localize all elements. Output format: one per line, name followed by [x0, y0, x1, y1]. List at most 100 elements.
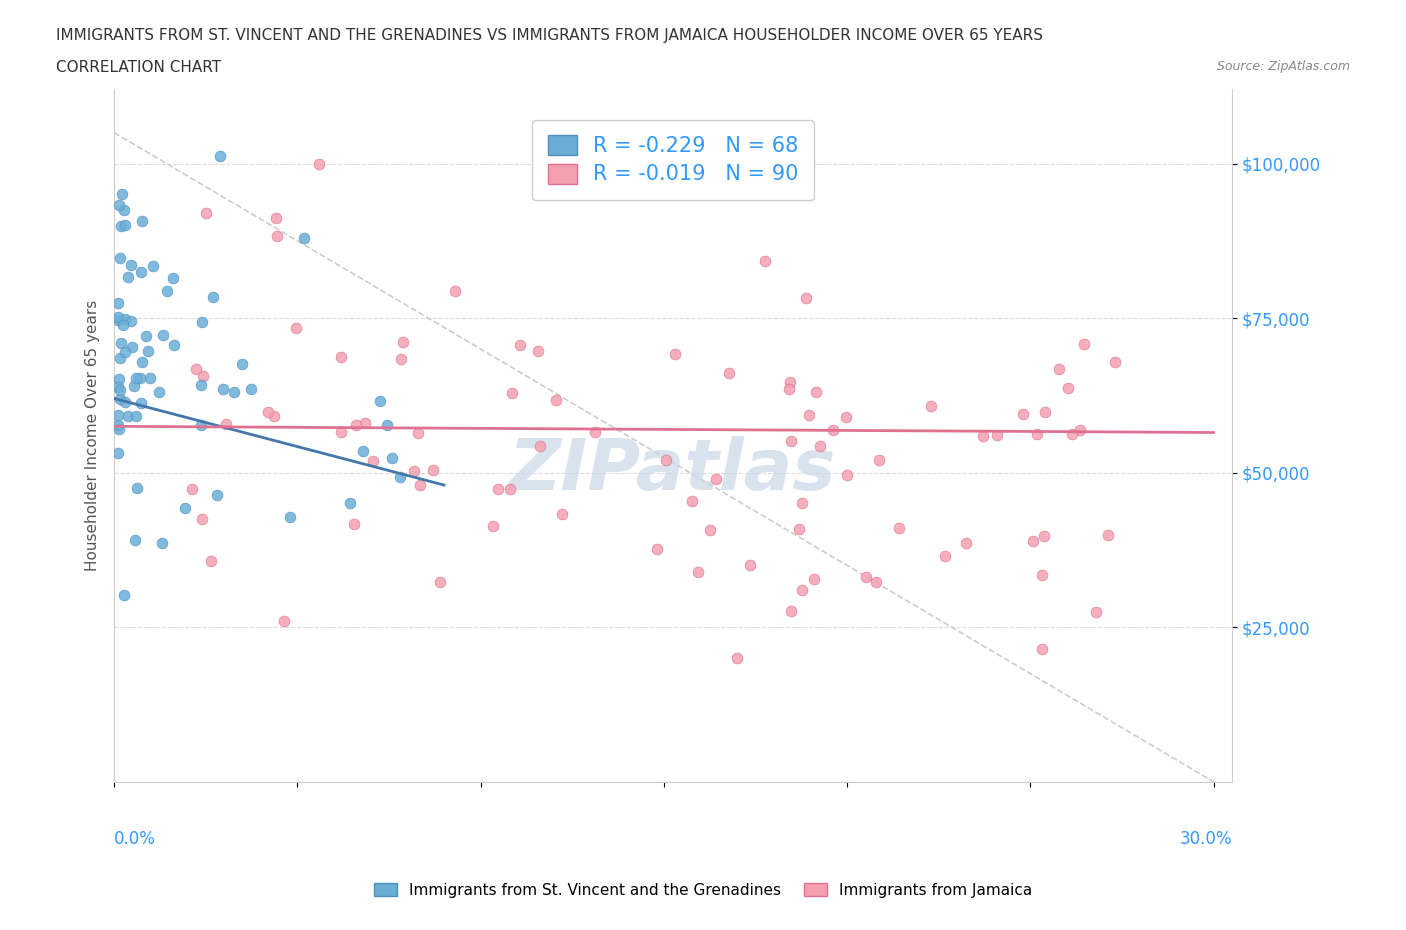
Point — [107, 445, 129, 460]
Point — [664, 347, 686, 362]
Point — [108, 351, 131, 365]
Point — [792, 582, 814, 597]
Point — [194, 206, 217, 220]
Point — [1275, 231, 1298, 246]
Point — [107, 198, 129, 213]
Point — [787, 522, 810, 537]
Point — [429, 575, 451, 590]
Point — [375, 418, 398, 432]
Point — [114, 312, 136, 326]
Point — [191, 314, 214, 329]
Point — [181, 482, 204, 497]
Point — [544, 393, 567, 408]
Point — [108, 250, 131, 265]
Point — [352, 444, 374, 458]
Point — [308, 156, 330, 171]
Point — [135, 328, 157, 343]
Point — [1073, 337, 1095, 352]
Point — [129, 395, 152, 410]
Point — [1085, 604, 1108, 619]
Point — [231, 357, 253, 372]
Point — [209, 149, 232, 164]
Point — [972, 429, 994, 444]
Point — [645, 541, 668, 556]
Point — [354, 416, 377, 431]
Point — [215, 417, 238, 432]
Point — [762, 187, 785, 202]
Point — [125, 409, 148, 424]
Point — [190, 418, 212, 432]
Point — [152, 327, 174, 342]
Point — [162, 271, 184, 286]
Point — [699, 523, 721, 538]
Point — [444, 284, 467, 299]
Point — [681, 493, 703, 508]
Point — [127, 481, 149, 496]
Point — [107, 418, 129, 432]
Point — [482, 519, 505, 534]
Point — [1069, 422, 1091, 437]
Point — [835, 468, 858, 483]
Point — [205, 487, 228, 502]
Point — [1060, 427, 1083, 442]
Point — [173, 501, 195, 516]
Text: 30.0%: 30.0% — [1180, 830, 1232, 848]
Point — [706, 472, 728, 486]
Point — [124, 533, 146, 548]
Point — [808, 438, 831, 453]
Point — [740, 558, 762, 573]
Point — [114, 394, 136, 409]
Point — [201, 290, 224, 305]
Point — [780, 434, 803, 449]
Point — [200, 554, 222, 569]
Point — [1057, 381, 1080, 396]
Point — [392, 334, 415, 349]
Point — [107, 295, 129, 310]
Point — [273, 613, 295, 628]
Point — [1026, 427, 1049, 442]
Point — [129, 264, 152, 279]
Point — [264, 210, 287, 225]
Point — [402, 464, 425, 479]
Point — [370, 394, 392, 409]
Text: Source: ZipAtlas.com: Source: ZipAtlas.com — [1216, 60, 1350, 73]
Point — [1031, 641, 1053, 656]
Point — [278, 510, 301, 525]
Y-axis label: Householder Income Over 65 years: Householder Income Over 65 years — [86, 300, 100, 571]
Point — [529, 439, 551, 454]
Point — [1012, 406, 1035, 421]
Point — [406, 425, 429, 440]
Point — [381, 450, 404, 465]
Point — [108, 421, 131, 436]
Point — [1032, 528, 1054, 543]
Point — [152, 536, 174, 551]
Point — [806, 385, 828, 400]
Point — [107, 312, 129, 327]
Point — [1021, 534, 1043, 549]
Point — [1031, 568, 1053, 583]
Point — [363, 454, 385, 469]
Point — [121, 339, 143, 354]
Point — [934, 549, 956, 564]
Point — [797, 408, 820, 423]
Point — [114, 218, 136, 232]
Point — [108, 392, 131, 406]
Point — [292, 231, 315, 246]
Point — [583, 424, 606, 439]
Legend: R = -0.229   N = 68, R = -0.019   N = 90: R = -0.229 N = 68, R = -0.019 N = 90 — [533, 120, 814, 200]
Text: ZIPatlas: ZIPatlas — [509, 436, 837, 505]
Text: 0.0%: 0.0% — [114, 830, 156, 848]
Text: IMMIGRANTS FROM ST. VINCENT AND THE GRENADINES VS IMMIGRANTS FROM JAMAICA HOUSEH: IMMIGRANTS FROM ST. VINCENT AND THE GREN… — [56, 28, 1043, 43]
Point — [120, 258, 142, 272]
Point — [186, 362, 208, 377]
Point — [155, 284, 177, 299]
Point — [389, 352, 412, 366]
Point — [117, 270, 139, 285]
Point — [139, 371, 162, 386]
Point — [212, 381, 235, 396]
Point — [108, 372, 131, 387]
Point — [486, 482, 509, 497]
Point — [1047, 361, 1070, 376]
Point — [284, 321, 307, 336]
Point — [117, 409, 139, 424]
